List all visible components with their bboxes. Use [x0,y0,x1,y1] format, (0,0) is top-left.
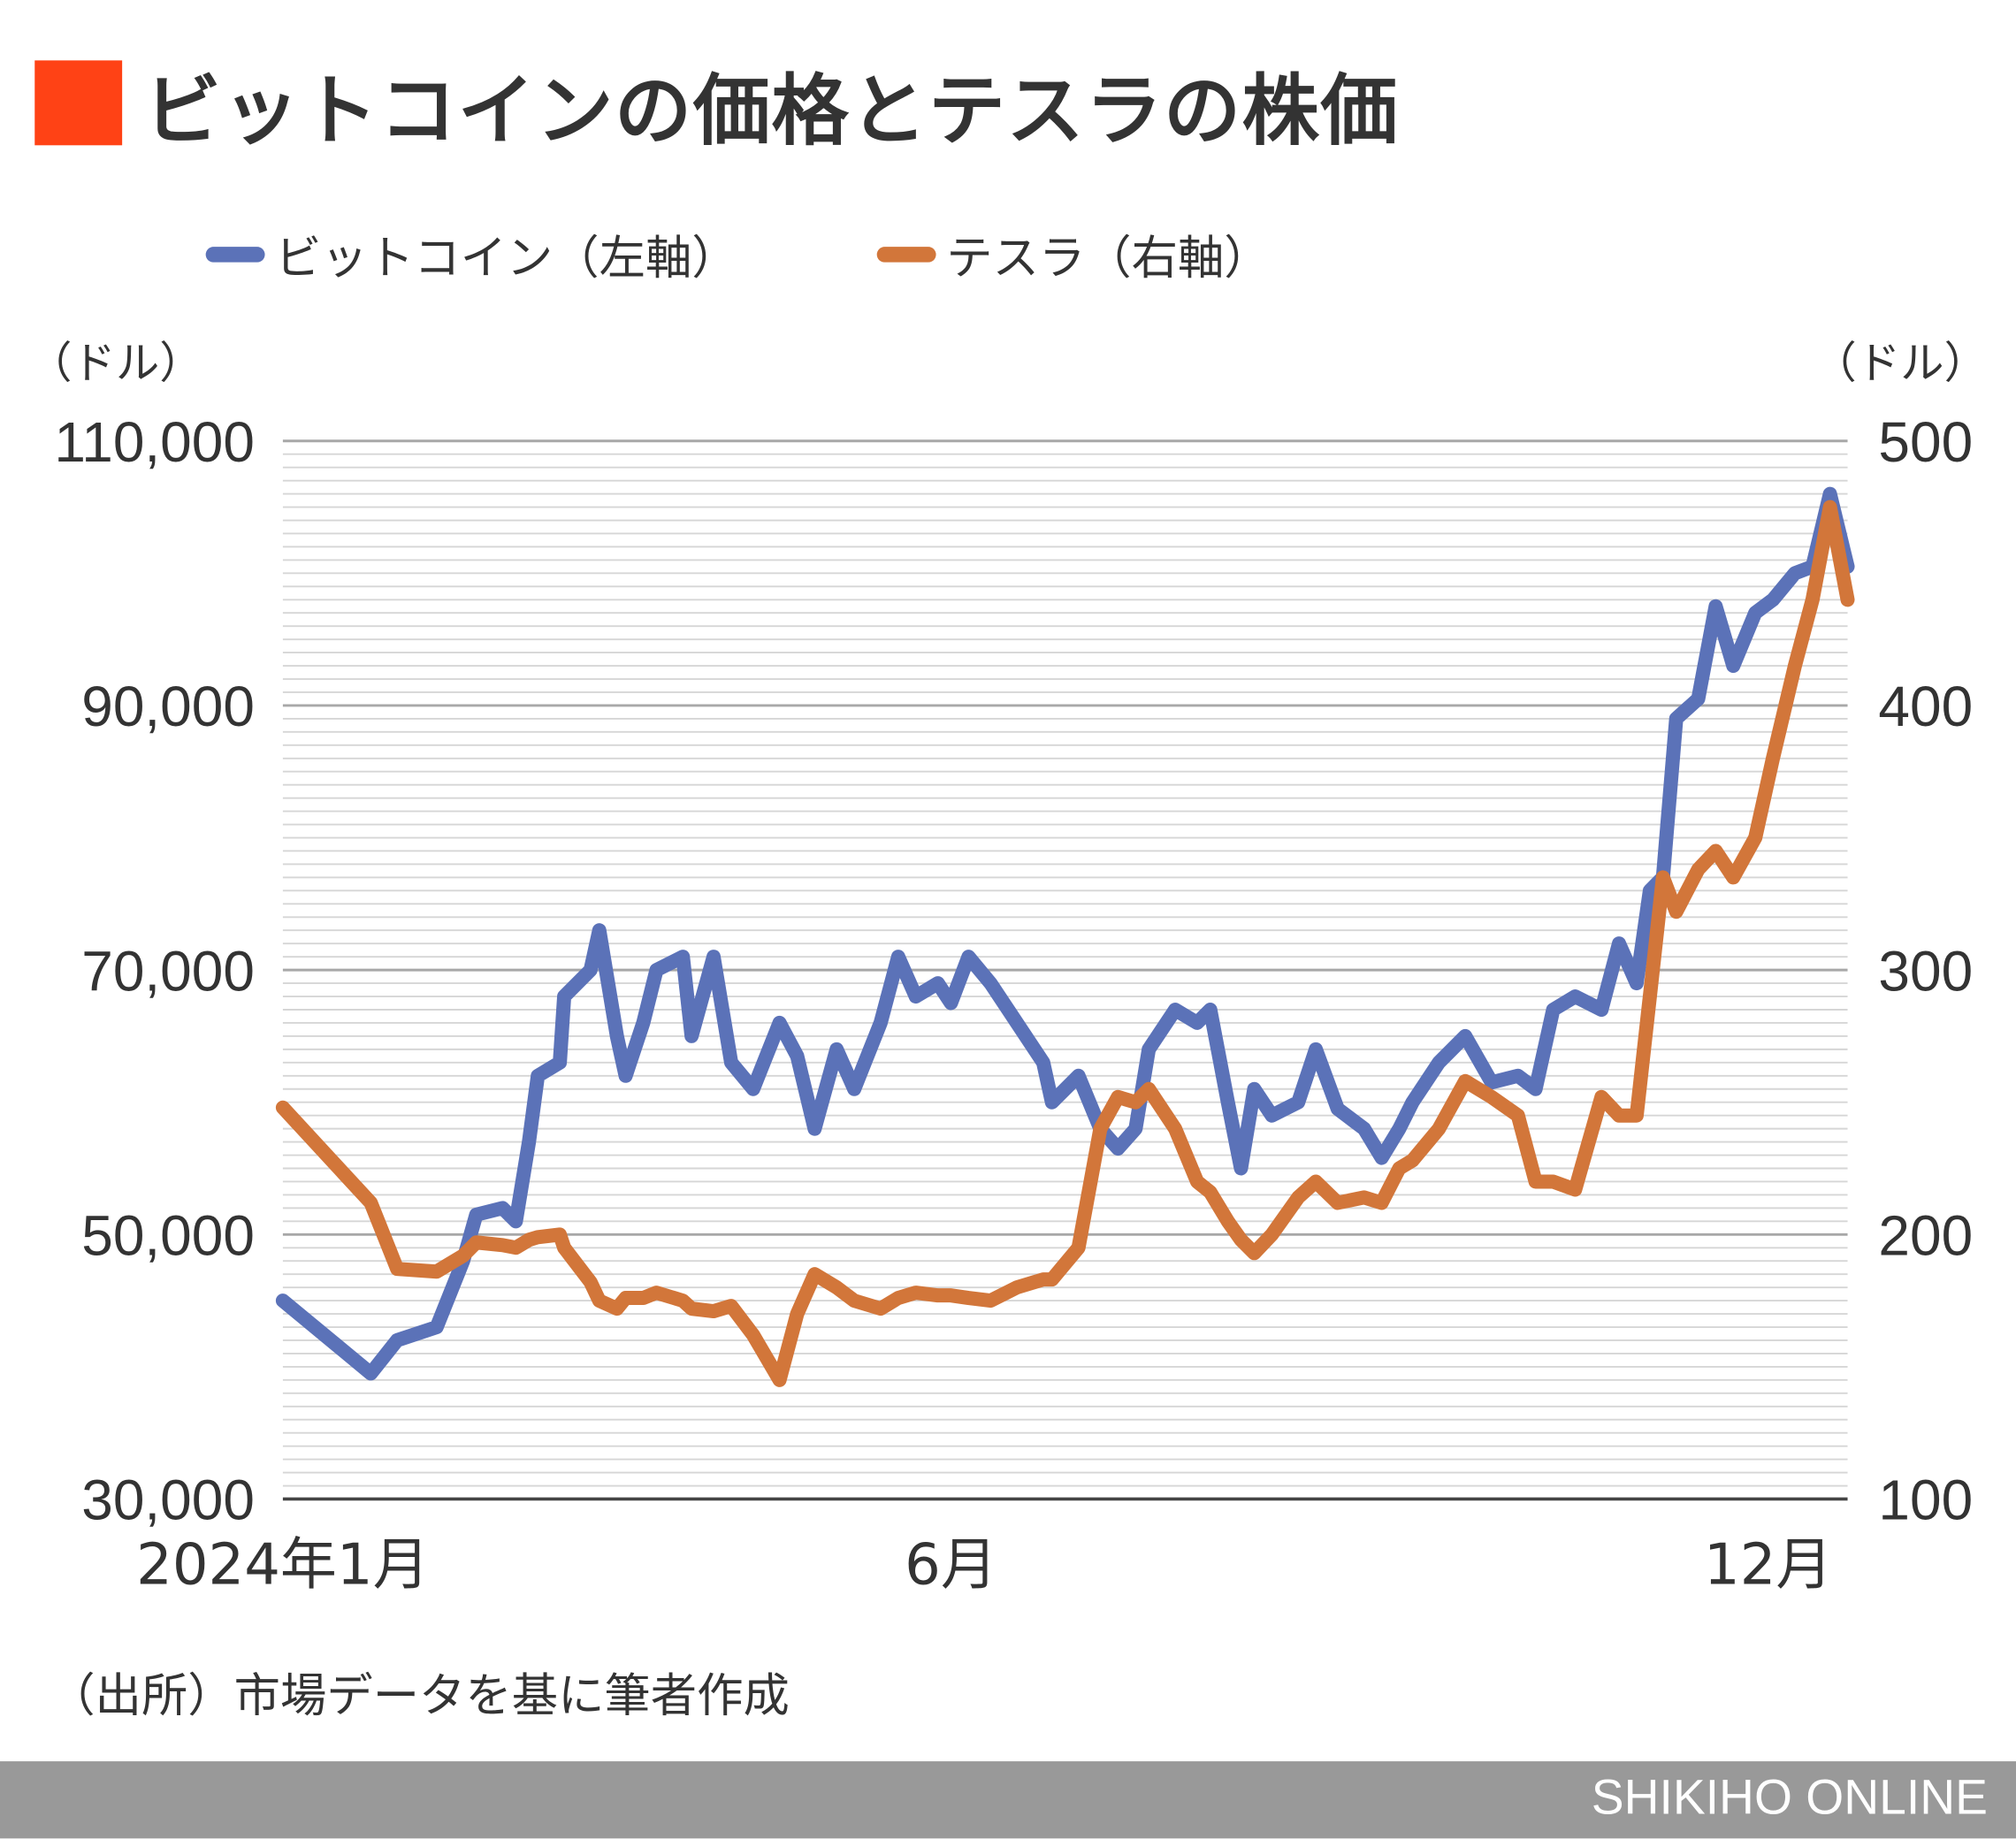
x-axis-tick-label: 6月 [905,1532,997,1598]
x-axis-tick-label: 2024年1月 [136,1532,429,1598]
left-axis-tick-label: 70,000 [81,939,255,1003]
left-axis-unit: （ドル） [27,338,203,390]
left-axis-tick-label: 30,000 [81,1469,255,1532]
x-axis-tick-label: 12月 [1704,1532,1832,1598]
footer-bar: SHIKIHO ONLINE [0,1761,2016,1839]
right-axis-tick-label: 400 [1878,675,1973,738]
brand-label: SHIKIHO ONLINE [1591,1771,1989,1826]
right-axis-tick-label: 500 [1878,410,1973,474]
source-note: （出所）市場データを基に筆者作成 [49,1669,790,1723]
legend-item-bitcoin: ビットコイン（左軸） [205,221,738,288]
legend-swatch-bitcoin [205,247,265,263]
right-axis-tick-label: 300 [1878,939,1973,1003]
right-axis-unit: （ドル） [1813,338,1989,390]
right-axis-tick-label: 200 [1878,1204,1973,1268]
left-axis-tick-label: 50,000 [81,1204,255,1268]
legend-label-tesla: テスラ（右軸） [946,233,1271,286]
right-axis-tick-label: 100 [1878,1469,1973,1532]
legend-label-bitcoin: ビットコイン（左軸） [275,233,738,286]
title-marker [34,60,123,146]
legend-item-tesla: テスラ（右軸） [876,221,1271,288]
legend-swatch-tesla [876,247,936,263]
series-tesla [275,500,1855,1387]
left-axis-tick-label: 90,000 [81,675,255,738]
left-axis-tick-label: 110,000 [54,410,254,474]
page-title: ビットコインの価格とテスラの株価 [143,66,1400,157]
